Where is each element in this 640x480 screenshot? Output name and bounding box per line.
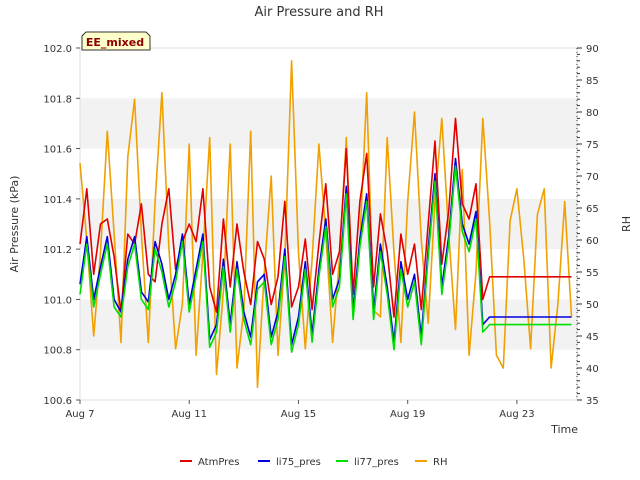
right-axis-tick-label: 60 bbox=[586, 236, 599, 247]
legend-label-li77-pres: li77_pres bbox=[354, 457, 399, 468]
x-axis-tick-label: Aug 23 bbox=[499, 409, 534, 420]
x-axis-tick-label: Aug 19 bbox=[390, 409, 425, 420]
x-axis-tick-label: Aug 7 bbox=[65, 409, 94, 420]
right-axis-tick-label: 40 bbox=[586, 364, 599, 375]
plot-area bbox=[79, 47, 578, 401]
right-axis-tick-label: 35 bbox=[586, 396, 599, 407]
left-axis-tick-label: 101.4 bbox=[43, 195, 72, 206]
site-badge: EE_mixed bbox=[81, 31, 151, 51]
left-axis-tick-label: 101.0 bbox=[43, 295, 72, 306]
legend-label-rh: RH bbox=[433, 457, 447, 468]
x-axis-tick-label: Aug 15 bbox=[281, 409, 316, 420]
left-axis: 100.6 100.8 101.0 101.2 101.4 101.6 101.8 102.0 bbox=[43, 44, 80, 407]
right-axis-tick-label: 45 bbox=[586, 332, 599, 343]
right-axis-tick-label: 75 bbox=[586, 140, 599, 151]
legend-label-li75-pres: li75_pres bbox=[276, 457, 321, 468]
legend: AtmPres li75_pres li77_pres RH bbox=[180, 457, 447, 468]
x-axis: Aug 7 Aug 11 Aug 15 Aug 19 Aug 23 bbox=[65, 400, 535, 420]
right-axis-tick-label: 90 bbox=[586, 44, 599, 55]
grid-band bbox=[80, 98, 577, 149]
site-badge-label: EE_mixed bbox=[86, 36, 144, 49]
left-axis-tick-label: 101.8 bbox=[43, 94, 72, 105]
x-axis-tick-label: Aug 11 bbox=[172, 409, 207, 420]
right-axis-tick-label: 85 bbox=[586, 76, 599, 87]
site-badge-box bbox=[81, 31, 151, 51]
right-axis-tick-label: 65 bbox=[586, 204, 599, 215]
right-axis-tick-label: 70 bbox=[586, 172, 599, 183]
series-line-atmpres bbox=[79, 117, 572, 318]
y-axis-label-right: RH bbox=[620, 216, 633, 232]
right-axis: 35 40 45 50 55 60 65 70 75 80 85 90 bbox=[576, 44, 599, 407]
y-axis-label-left: Air Pressure (kPa) bbox=[8, 176, 21, 273]
right-axis-tick-label: 50 bbox=[586, 300, 599, 311]
left-axis-tick-label: 101.2 bbox=[43, 245, 72, 256]
right-axis-tick-label: 55 bbox=[586, 268, 599, 279]
series-line-li77-pres bbox=[79, 165, 572, 353]
chart-title: Air Pressure and RH bbox=[254, 5, 383, 20]
series-line-li75-pres bbox=[79, 157, 572, 346]
x-axis-label: Time bbox=[550, 423, 578, 436]
left-axis-tick-label: 100.6 bbox=[43, 396, 72, 407]
right-axis-tick-label: 80 bbox=[586, 108, 599, 119]
left-axis-tick-label: 101.6 bbox=[43, 145, 72, 156]
series-layer bbox=[79, 60, 573, 388]
left-axis-tick-label: 102.0 bbox=[43, 44, 72, 55]
left-axis-tick-label: 100.8 bbox=[43, 346, 72, 357]
legend-label-atmpres: AtmPres bbox=[198, 457, 239, 468]
